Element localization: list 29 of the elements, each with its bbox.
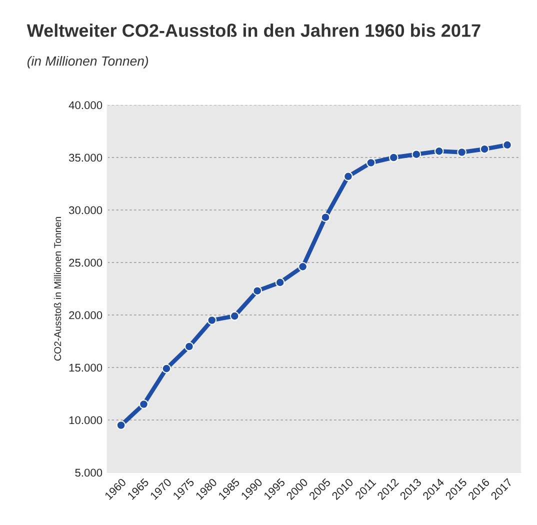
y-axis-title: CO2-Ausstoß in Millionen Tonnen bbox=[54, 217, 62, 361]
y-tick-label: 20.000 bbox=[69, 311, 102, 320]
y-tick-label: 35.000 bbox=[68, 154, 102, 162]
chart-subtitle: (in Millionen Tonnen) bbox=[27, 56, 148, 68]
point bbox=[116, 420, 126, 430]
point bbox=[252, 286, 262, 296]
point bbox=[480, 144, 490, 154]
point bbox=[388, 152, 398, 162]
point bbox=[298, 262, 308, 272]
point bbox=[366, 158, 376, 168]
point bbox=[502, 140, 512, 150]
point bbox=[230, 311, 240, 321]
point bbox=[207, 316, 217, 325]
y-tick-label: 40.000 bbox=[68, 101, 102, 110]
y-tick-label: 30.000 bbox=[68, 206, 102, 214]
point bbox=[457, 148, 467, 157]
point bbox=[139, 400, 148, 409]
y-tick-label: 10.000 bbox=[69, 416, 102, 424]
chart-title: Weltweiter CO2-Ausstoß in den Jahren 1960 bis 2017 bbox=[26, 24, 480, 37]
point bbox=[434, 146, 444, 156]
point bbox=[184, 342, 194, 352]
point bbox=[320, 212, 330, 222]
y-tick-label: 15.000 bbox=[69, 364, 102, 372]
y-tick-label: 25.000 bbox=[69, 258, 102, 267]
point bbox=[344, 172, 353, 182]
y-tick-label: 5.000 bbox=[75, 468, 102, 477]
point bbox=[275, 278, 285, 288]
point bbox=[162, 364, 172, 374]
point bbox=[412, 150, 422, 160]
